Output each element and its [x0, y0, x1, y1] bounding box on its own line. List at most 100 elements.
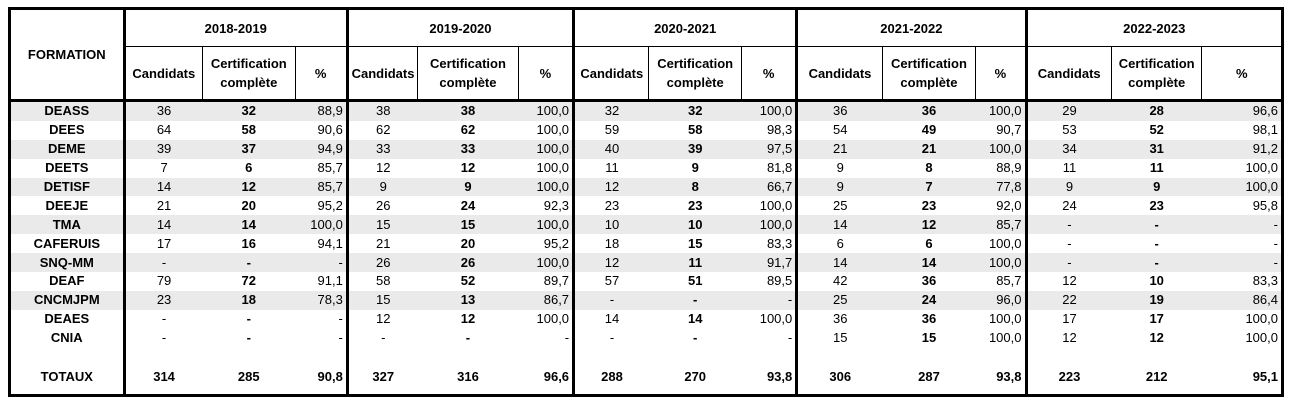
percent-value: 85,7 [295, 177, 348, 197]
certification-value: 32 [648, 100, 742, 121]
percent-value: 100,0 [1245, 330, 1278, 346]
certification-value: 9 [691, 160, 699, 176]
certification-value: 12 [460, 311, 476, 327]
percent-value: 66,7 [741, 177, 797, 197]
spacer-cell [649, 348, 742, 360]
candidats-value: 58 [345, 272, 418, 291]
certification-value: - [648, 290, 742, 310]
candidats-value: 39 [122, 139, 203, 159]
table-row: DEME 39 37 94,9 33 33 100,0 40 39 97,5 21 21 100,0 34… [9, 139, 1283, 159]
spacer-cell [345, 347, 418, 360]
candidats-value: 42 [795, 272, 883, 291]
percent-value: 86,4 [1201, 290, 1283, 310]
certification-value: 14 [202, 215, 296, 235]
candidats-value: 14 [795, 215, 883, 235]
percent-header: % [1201, 46, 1283, 102]
candidats-value: 12 [345, 158, 418, 178]
percent-header: % [517, 46, 574, 102]
candidats-value: 15 [345, 290, 418, 310]
certification-value: - [1111, 215, 1202, 235]
certification-value: 8 [648, 177, 742, 197]
candidats-value: 26 [345, 253, 418, 273]
candidats-value: 62 [345, 120, 418, 140]
certification-value: 11 [648, 253, 742, 273]
certification-value: - [465, 330, 471, 346]
certification-value: 10 [1149, 273, 1164, 289]
certification-value: 38 [417, 100, 519, 121]
candidats-value: 23 [122, 290, 203, 310]
candidats-value: 34 [1024, 139, 1112, 159]
formation-name: CNCMJPM [9, 290, 125, 310]
candidats-value: 25 [795, 196, 883, 216]
candidats-value: 40 [572, 139, 649, 159]
certification-value: 52 [1149, 122, 1164, 138]
percent-value: 83,3 [766, 235, 793, 251]
spacer-cell [741, 348, 796, 360]
formation-header: FORMATION [9, 8, 125, 102]
percent-value: - [338, 330, 343, 346]
candidats-value: 11 [572, 158, 649, 178]
percent-value: - [564, 330, 570, 346]
certification-value: 19 [1111, 290, 1202, 310]
certification-value: 287 [918, 368, 940, 384]
percent-value: 89,5 [766, 273, 793, 289]
candidats-value: 33 [345, 139, 418, 159]
percent-value: 100,0 [536, 160, 570, 176]
candidats-value: 12 [572, 177, 649, 197]
percent-value: 90,8 [317, 368, 343, 384]
formation-name: TMA [9, 215, 125, 235]
candidats-value: 36 [122, 100, 203, 121]
candidats-value: 11 [1024, 158, 1112, 178]
formation-name: CAFERUIS [33, 235, 101, 251]
percent-value: 91,1 [317, 273, 343, 289]
candidats-value: 9 [1024, 177, 1112, 197]
table-row: CAFERUIS 17 16 94,1 21 20 95,2 18 15 83,3 6 6 100,0-… [10, 234, 1283, 254]
certification-value: 23 [921, 197, 937, 213]
table-row: DEAF 79 72 91,1 58 52 89,7 57 51 89,5 42 36 85,7 12 10… [10, 272, 1283, 291]
formation-name: DEEJE [45, 197, 89, 213]
candidats-value: 25 [795, 290, 883, 310]
spacer-cell [882, 348, 976, 360]
percent-value: 100,0 [536, 122, 570, 138]
year-header: 2020-2021 [572, 8, 797, 47]
certification-value: 6 [925, 235, 933, 251]
certification-value: 14 [687, 311, 703, 327]
candidats-value: 288 [572, 359, 649, 396]
percent-value: 89,7 [543, 273, 570, 289]
candidats-value: 23 [572, 196, 649, 216]
spacer-cell [203, 348, 296, 360]
table-row: CNIA - - - - - - - - -15 15 100,0 12 12 100,0 [10, 328, 1283, 348]
candidats-value: 57 [572, 272, 649, 291]
certification-value: 14 [882, 253, 976, 273]
table-row: SNQ-MM - - -26 26 100,0 12 11 91,7 14 14 100,0- - - [9, 253, 1283, 273]
percent-value: 83,3 [1252, 273, 1278, 289]
certification-value: 8 [925, 160, 933, 176]
certification-header: Certification complète [881, 46, 976, 102]
year-header-row: FORMATION 2018-2019 2019-2020 2020-2021 … [9, 8, 1283, 102]
percent-value: 96,6 [1201, 100, 1283, 121]
candidats-value: 306 [795, 359, 883, 396]
percent-value: 95,2 [543, 235, 570, 251]
percent-value: - [741, 290, 797, 310]
percent-value: 100,0 [759, 311, 793, 327]
certification-value: 52 [460, 273, 476, 289]
percent-value: 100,0 [975, 100, 1026, 121]
table-row: DEES 64 58 90,6 62 62 100,0 59 58 98,3 54 49 90,7 53 5… [10, 120, 1283, 140]
certification-value: 12 [882, 215, 976, 235]
candidats-header: Candidats [345, 46, 418, 102]
percent-value: 100,0 [975, 139, 1026, 159]
certification-value: 26 [417, 253, 519, 273]
percent-value: 92,3 [543, 197, 570, 213]
spacer-cell [795, 347, 883, 360]
candidats-value: 6 [795, 234, 883, 254]
candidats-header: Candidats [122, 46, 203, 102]
table-row: DEETS 7 6 85,7 12 12 100,0 11 9 81,8 9 8 88,9 11 11 100… [10, 158, 1283, 178]
year-header: 2019-2020 [345, 8, 574, 47]
percent-value: 98,1 [1252, 122, 1278, 138]
percent-value: 100,0 [1201, 177, 1283, 197]
certification-value: 13 [417, 290, 519, 310]
certification-value: - [202, 253, 296, 273]
percent-value: - [787, 330, 793, 346]
formation-name: DEASS [9, 100, 125, 121]
formation-name: DEES [49, 122, 85, 138]
